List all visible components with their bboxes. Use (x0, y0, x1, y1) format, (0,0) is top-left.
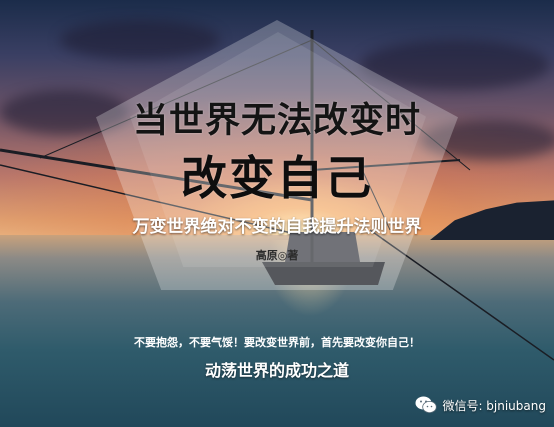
wechat-icon (415, 396, 438, 413)
cloud (360, 40, 550, 90)
cover-subtitle: 万变世界绝对不变的自我提升法则世界 (132, 217, 422, 237)
boat-boom (0, 148, 313, 202)
cover-title-line1: 当世界无法改变时 (132, 100, 421, 141)
cloud (420, 120, 554, 160)
rigging-line (39, 39, 313, 159)
wechat-id-label: 微信号: bjniubang (442, 398, 546, 413)
cover-author: 高原◎著 (255, 249, 299, 262)
boat-cabin (285, 232, 360, 262)
rigging-line (311, 39, 471, 171)
wechat-watermark: 微信号: bjniubang (415, 394, 546, 416)
cover-tagline: 动荡世界的成功之道 (204, 361, 349, 380)
rigging-line (369, 229, 554, 361)
rigging-line (359, 164, 391, 231)
cover-title-line2: 改变自己 (181, 151, 373, 205)
rigging-line (0, 164, 301, 236)
boat-hull (262, 262, 385, 285)
cover-slogan: 不要抱怨，不要气馁！要改变世界前，首先要改变你自己！ (134, 336, 420, 349)
cloud (0, 90, 130, 135)
cloud (60, 20, 220, 60)
rigging-line (311, 159, 461, 171)
